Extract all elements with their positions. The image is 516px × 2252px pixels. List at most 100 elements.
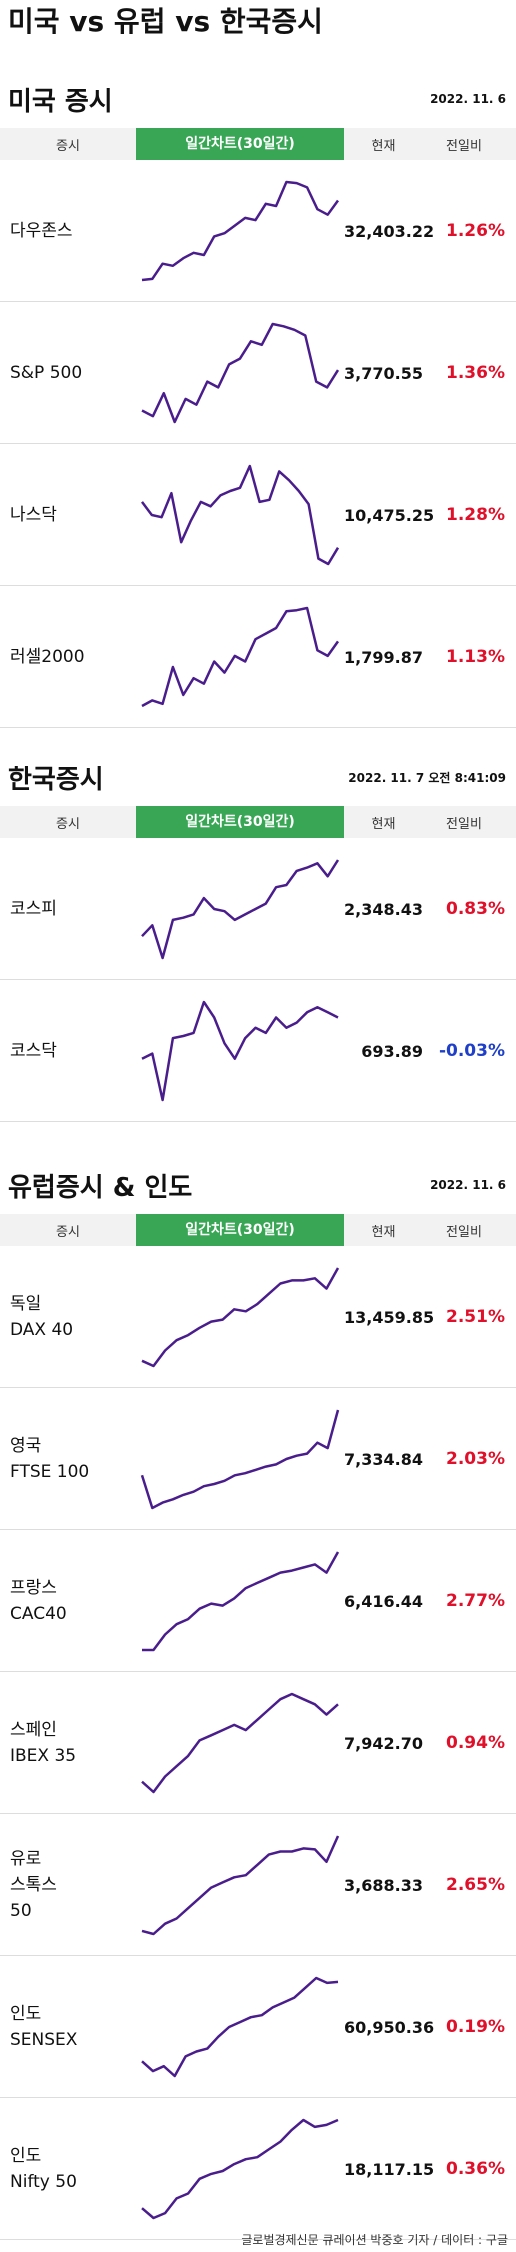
section-date: 2022. 11. 7 오전 8:41:09: [348, 770, 506, 785]
spark-line: [141, 2118, 339, 2220]
name-line: 인도: [10, 2004, 42, 2024]
market-name: 스페인 IBEX 35: [0, 1717, 136, 1769]
chart-cell: [136, 160, 344, 302]
name-line: CAC40: [10, 1604, 67, 1624]
market-name: 코스피: [0, 896, 136, 922]
spark-line: [141, 1976, 339, 2078]
name-line: 인도: [10, 2146, 42, 2166]
market-name: 유로 스톡스 50: [0, 1846, 136, 1924]
current-value: 32,403.22: [344, 221, 435, 241]
current-value: 18,117.15: [344, 2159, 435, 2179]
header-change: 전일비: [446, 816, 482, 832]
table-header: 증시 일간차트(30일간) 현재 전일비: [0, 128, 516, 160]
current-value: 693.89: [361, 1041, 423, 1061]
chart-cell: [136, 1814, 344, 1956]
table-header: 증시 일간차트(30일간) 현재 전일비: [0, 1214, 516, 1246]
name-line: 코스닥: [10, 1041, 57, 1061]
name-line: 영국: [10, 1436, 42, 1456]
section-header: 유럽증시 & 인도 2022. 11. 6: [0, 1156, 516, 1214]
header-current: 현재: [371, 1224, 396, 1240]
sections: 미국 증시 2022. 11. 6 증시 일간차트(30일간) 현재 전일비 다우존스 32,…: [0, 70, 516, 2240]
chart-cell: [136, 2098, 344, 2240]
name-line: 다우존스: [10, 221, 73, 241]
market-row: 다우존스 32,403.22 1.26%: [0, 160, 516, 302]
market-row: 유로 스톡스 50 3,688.33 2.65%: [0, 1814, 516, 1956]
sparkline: [141, 1976, 339, 2078]
change-value: 2.77%: [446, 1591, 505, 1611]
section-title: 미국 증시: [8, 86, 113, 117]
current-value: 3,770.55: [344, 363, 423, 383]
market-row: 러셀2000 1,799.87 1.13%: [0, 586, 516, 728]
name-line: 독일: [10, 1294, 42, 1314]
change-value: 0.36%: [446, 2159, 505, 2179]
sparkline: [141, 606, 340, 708]
market-name: 인도 SENSEX: [0, 2001, 136, 2053]
header-current: 현재: [371, 816, 396, 832]
chart-cell: [136, 838, 344, 980]
spark-line: [141, 1000, 339, 1102]
name-line: DAX 40: [10, 1320, 74, 1340]
market-name: 러셀2000: [0, 644, 136, 670]
market-name: 나스닥: [0, 502, 136, 528]
change-value: 0.83%: [446, 899, 505, 919]
change-value: 1.36%: [446, 363, 505, 383]
section-header: 미국 증시 2022. 11. 6: [0, 70, 516, 128]
spark-line: [141, 606, 340, 708]
chart-cell: [136, 1956, 344, 2098]
name-line: IBEX 35: [10, 1746, 77, 1766]
name-line: FTSE 100: [10, 1462, 90, 1482]
change-value: 1.13%: [446, 647, 505, 667]
chart-cell: [136, 444, 344, 586]
name-line: SENSEX: [10, 2030, 78, 2050]
name-line: 50: [10, 1901, 32, 1921]
sparkline: [140, 1409, 340, 1510]
market-row: 인도 SENSEX 60,950.36 0.19%: [0, 1956, 516, 2098]
change-value: 2.51%: [446, 1307, 505, 1327]
market-row: 스페인 IBEX 35 7,942.70 0.94%: [0, 1672, 516, 1814]
current-value: 7,334.84: [344, 1449, 423, 1469]
change-value: 2.03%: [446, 1449, 505, 1469]
spark-line: [141, 1692, 339, 1794]
chart-cell: [136, 586, 344, 728]
name-line: Nifty 50: [10, 2172, 77, 2192]
name-line: 프랑스: [10, 1578, 57, 1598]
market-name: 영국 FTSE 100: [0, 1433, 136, 1485]
spark-line: [140, 1409, 340, 1510]
table-header: 증시 일간차트(30일간) 현재 전일비: [0, 806, 516, 838]
name-line: 스톡스: [10, 1875, 57, 1895]
section-date: 2022. 11. 6: [430, 1178, 506, 1192]
current-value: 2,348.43: [344, 899, 423, 919]
market-row: 인도 Nifty 50 18,117.15 0.36%: [0, 2098, 516, 2240]
spark-line: [141, 180, 340, 282]
sparkline: [141, 1000, 339, 1102]
spark-line: [142, 1551, 340, 1652]
name-line: 코스피: [10, 899, 57, 919]
sparkline: [141, 1692, 339, 1794]
section: 한국증시 2022. 11. 7 오전 8:41:09 증시 일간차트(30일간) 현재…: [0, 748, 516, 1122]
market-row: 나스닥 10,475.25 1.28%: [0, 444, 516, 586]
spark-line: [141, 322, 340, 424]
name-line: 스페인: [10, 1720, 57, 1740]
footer: 글로벌경제신문 큐레이션 박중호 기자 / 데이터 : 구글: [241, 2233, 508, 2247]
change-value: 2.65%: [446, 1875, 505, 1895]
spark-line: [141, 859, 340, 960]
change-value: 1.26%: [446, 221, 505, 241]
market-row: 코스닥 693.89 -0.03%: [0, 980, 516, 1122]
current-value: 10,475.25: [344, 505, 435, 525]
header-current: 현재: [371, 138, 396, 154]
spark-line: [141, 1267, 340, 1368]
spark-line: [140, 464, 340, 566]
chart-cell: [136, 1672, 344, 1814]
header-market: 증시: [56, 1224, 80, 1240]
market-name: 인도 Nifty 50: [0, 2143, 136, 2195]
sparkline: [141, 1835, 340, 1936]
change-value: 0.94%: [446, 1733, 505, 1753]
spark-line: [141, 1835, 340, 1936]
market-row: 코스피 2,348.43 0.83%: [0, 838, 516, 980]
sparkline: [141, 1267, 340, 1368]
sparkline: [140, 464, 340, 566]
name-line: 나스닥: [10, 505, 57, 525]
section-title: 한국증시: [8, 764, 104, 795]
